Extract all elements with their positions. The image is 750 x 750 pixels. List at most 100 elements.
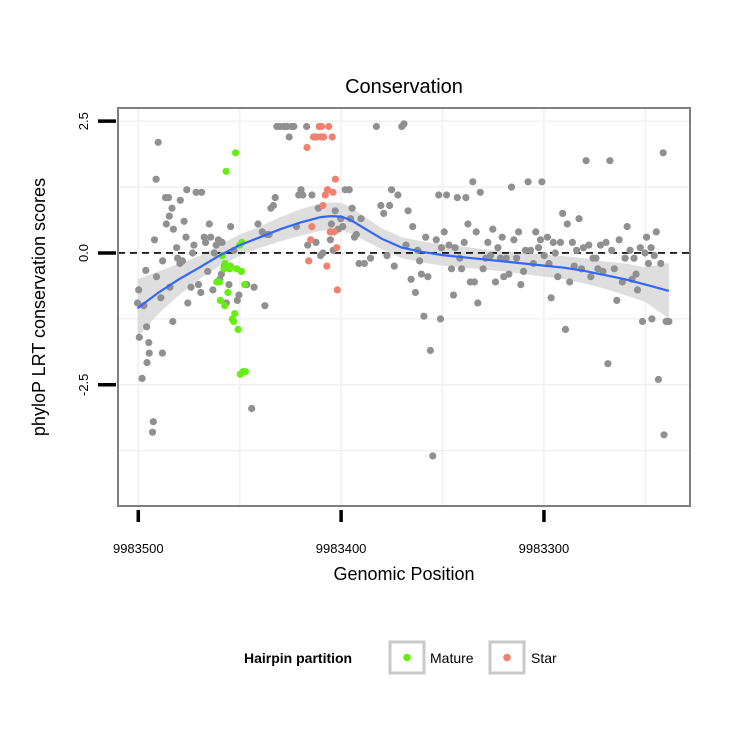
x-tick-label: 9983300: [519, 541, 570, 556]
data-point-other: [489, 225, 497, 233]
legend-key-box-mature: [388, 640, 426, 675]
data-point-star: [305, 257, 313, 265]
data-point-other: [173, 244, 181, 252]
data-point-other: [138, 374, 146, 382]
data-point-other: [248, 404, 256, 413]
data-point-other: [135, 333, 143, 341]
data-point-other: [575, 215, 583, 223]
data-point-other: [540, 252, 548, 260]
data-point-other: [543, 233, 552, 241]
data-point-other: [587, 273, 595, 281]
data-point-other: [142, 266, 150, 274]
data-point-other: [602, 238, 610, 246]
data-point-other: [271, 194, 279, 202]
data-point-other: [596, 241, 605, 249]
data-point-other: [183, 186, 191, 194]
data-point-other: [227, 223, 235, 231]
data-point-other: [633, 286, 642, 294]
data-point-other: [380, 209, 388, 217]
data-point-star: [325, 122, 333, 131]
data-point-other: [422, 233, 430, 241]
data-point-mature: [234, 325, 242, 333]
data-point-other: [290, 122, 298, 131]
data-point-other: [360, 259, 368, 268]
data-point-other: [561, 325, 570, 333]
data-point-other: [269, 201, 277, 210]
data-point-other: [652, 228, 660, 236]
data-point-other: [484, 238, 492, 246]
data-point-other: [159, 257, 167, 265]
data-point-other: [150, 236, 159, 244]
data-point-other: [491, 278, 500, 286]
data-point-other: [383, 252, 391, 260]
data-point-other: [210, 249, 218, 257]
data-point-other: [205, 220, 213, 228]
data-point-other: [462, 194, 470, 202]
data-point-other: [592, 254, 600, 262]
data-point-other: [388, 186, 396, 194]
data-point-star: [307, 236, 315, 244]
data-point-star: [330, 228, 338, 236]
plot-border: [117, 107, 691, 507]
data-point-other: [204, 267, 212, 275]
data-point-other: [164, 194, 173, 202]
data-point-other: [386, 201, 394, 210]
data-point-other: [145, 339, 153, 347]
data-point-other: [654, 375, 663, 384]
data-point-other: [299, 191, 307, 199]
data-point-other: [339, 223, 347, 231]
data-point-other: [390, 262, 398, 270]
data-point-other: [165, 212, 173, 220]
data-point-other: [194, 281, 203, 289]
data-point-other: [331, 207, 339, 215]
data-point-other: [400, 120, 408, 128]
data-point-other: [250, 283, 258, 291]
y-tick-label: -2.5: [76, 374, 91, 396]
data-point-other: [169, 317, 177, 326]
data-point-star: [331, 175, 339, 183]
data-point-other: [505, 270, 513, 278]
data-point-other: [472, 228, 480, 236]
data-point-other: [494, 244, 502, 252]
data-point-other: [145, 349, 153, 357]
x-tick-label: 9983400: [316, 541, 367, 556]
data-point-other: [202, 238, 210, 246]
data-point-other: [304, 241, 312, 249]
data-point-other: [623, 223, 631, 231]
data-point-other: [178, 257, 187, 265]
legend-item-star: Star: [488, 640, 557, 675]
data-point-other: [157, 294, 165, 302]
data-point-other: [458, 265, 466, 273]
data-point-other: [402, 241, 410, 249]
data-point-other: [192, 188, 200, 196]
data-point-other: [630, 254, 638, 262]
data-point-other: [582, 157, 590, 165]
data-point-star: [318, 122, 326, 131]
data-point-other: [416, 257, 424, 265]
y-axis-title: phyloP LRT conservation scores: [29, 178, 49, 436]
chart-title: Conservation: [345, 76, 463, 98]
plot-background: [118, 108, 690, 506]
data-point-other: [534, 244, 543, 252]
data-point-other: [417, 270, 425, 278]
data-point-other: [184, 299, 192, 307]
data-point-star: [320, 133, 328, 141]
data-point-other: [207, 233, 215, 241]
data-point-other: [657, 259, 665, 268]
data-point-other: [432, 236, 440, 244]
data-point-other: [615, 236, 623, 244]
data-point-other: [636, 244, 644, 252]
data-point-mature: [227, 262, 235, 270]
data-point-other: [563, 220, 571, 228]
plot-panel: [117, 107, 691, 507]
smooth-trend-line: [136, 214, 670, 310]
data-point-other: [559, 209, 567, 217]
data-point-other: [568, 238, 577, 246]
data-point-other: [476, 188, 484, 196]
data-point-other: [608, 246, 616, 254]
data-point-mature: [224, 288, 232, 297]
data-point-other: [556, 238, 565, 246]
data-point-other: [521, 246, 530, 254]
data-point-other: [355, 259, 363, 268]
legend-label-star: Star: [531, 650, 557, 666]
